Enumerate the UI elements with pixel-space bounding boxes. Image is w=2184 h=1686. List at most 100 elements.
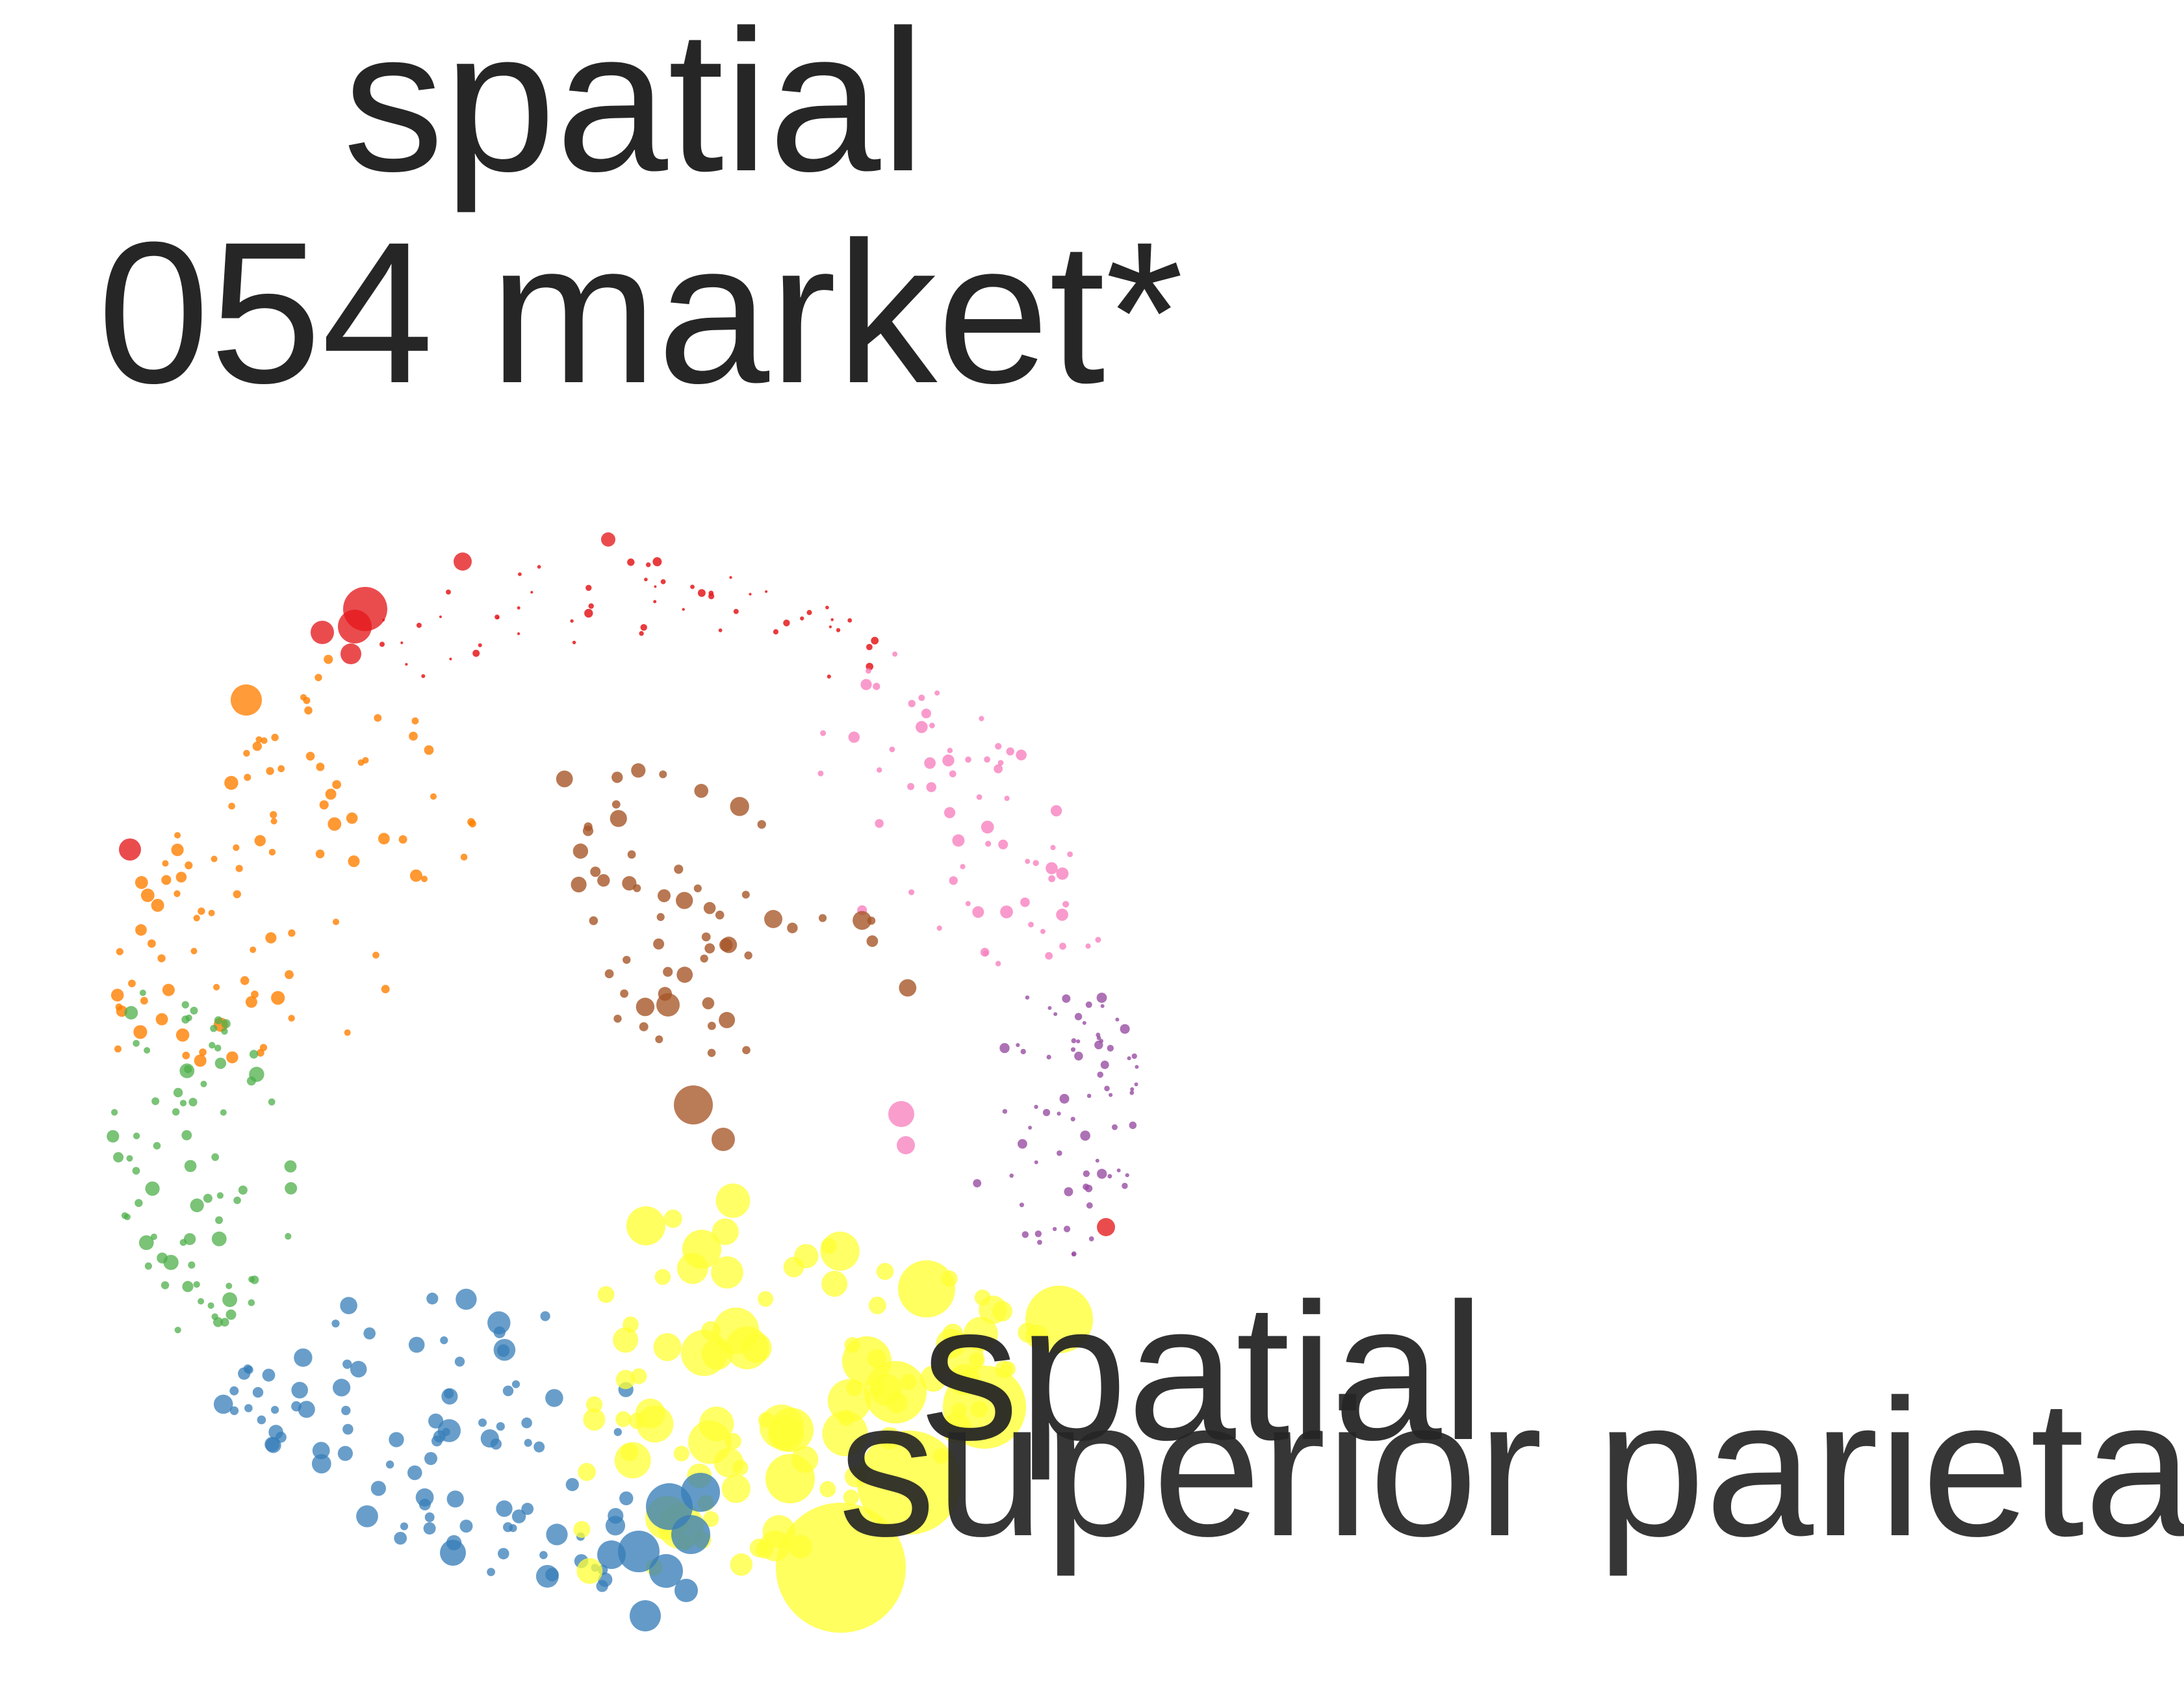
node-red [530, 591, 533, 594]
node-hub [681, 1473, 720, 1512]
node-green [181, 1015, 190, 1024]
node-orange [140, 888, 155, 902]
node-blue [415, 1488, 434, 1507]
node-yellow [636, 1405, 674, 1443]
node-red [729, 576, 732, 579]
node-yellow [822, 1410, 868, 1457]
node-blue [521, 1503, 534, 1515]
node-orange [213, 983, 220, 991]
node-brown [627, 850, 636, 859]
node-pink [860, 679, 872, 690]
node-hub [776, 1503, 906, 1633]
node-yellow [721, 1474, 751, 1503]
node-pink [1020, 897, 1030, 907]
node-orange [409, 869, 422, 882]
node-brown [653, 938, 665, 950]
node-green [174, 1327, 181, 1334]
node-orange [190, 948, 198, 955]
node-pink [907, 783, 915, 790]
node-orange [235, 864, 243, 872]
node-yellow [821, 1271, 848, 1297]
node-orange [174, 832, 181, 839]
node-brown [590, 866, 601, 877]
node-green [198, 1298, 205, 1305]
node-orange [319, 800, 329, 810]
node-purple [1085, 1001, 1092, 1008]
node-green [216, 1192, 224, 1199]
node-yellow [827, 1379, 871, 1423]
node-orange [175, 1028, 190, 1042]
node-blue [400, 1522, 409, 1531]
node-red [733, 608, 739, 614]
node-green [163, 1254, 179, 1271]
node-brown [676, 892, 693, 909]
node-orange [271, 733, 279, 742]
node-pink [889, 746, 895, 753]
node-blue [598, 1572, 613, 1587]
node-pink [995, 961, 1001, 966]
node-orange [381, 985, 390, 994]
node-green [211, 1153, 220, 1161]
node-purple [1129, 1121, 1137, 1130]
node-pink [817, 770, 824, 777]
node-orange [421, 875, 428, 883]
node-blue [213, 1394, 233, 1414]
node-purple [1053, 1012, 1058, 1017]
node-purple [1034, 1104, 1038, 1109]
node-blue [502, 1385, 514, 1397]
node-blue [408, 1336, 425, 1353]
node-red [639, 630, 644, 636]
node-blue [540, 1311, 550, 1321]
node-hub [340, 643, 361, 664]
node-brown [703, 901, 716, 914]
node-pink [985, 840, 992, 847]
node-green [153, 1142, 161, 1150]
node-green [184, 1065, 192, 1074]
node-blue [291, 1401, 302, 1412]
node-pink [926, 782, 936, 792]
node-blue [389, 1432, 404, 1447]
node-purple [973, 1179, 982, 1187]
node-blue [511, 1509, 526, 1524]
node-green [200, 1080, 207, 1087]
node-hub [888, 1101, 914, 1127]
node-yellow [615, 1411, 632, 1427]
node-green [133, 1132, 140, 1139]
node-orange [245, 996, 257, 1008]
node-brown [663, 966, 673, 977]
node-brown [715, 911, 725, 920]
node-pink [1050, 805, 1062, 817]
node-purple [1086, 1093, 1092, 1098]
node-orange [155, 1013, 168, 1026]
node-orange [333, 918, 339, 926]
node-green [135, 1199, 143, 1208]
node-pink [965, 901, 971, 907]
node-orange [344, 1029, 351, 1036]
node-pink [873, 682, 880, 690]
node-red [517, 606, 520, 610]
node-orange [254, 835, 266, 847]
node-green [214, 1044, 222, 1052]
node-yellow [843, 1489, 859, 1505]
node-blue [394, 1531, 407, 1545]
node-orange [332, 780, 341, 789]
node-purple [1130, 1087, 1135, 1091]
node-red [652, 557, 662, 567]
node-yellow [663, 1210, 682, 1228]
node-blue [407, 1465, 422, 1481]
node-yellow [681, 1329, 728, 1377]
node-purple [1016, 1043, 1020, 1047]
node-orange [211, 855, 218, 862]
node-orange [224, 775, 238, 790]
node-blue [311, 1454, 331, 1474]
node-red [421, 674, 426, 679]
node-yellow [974, 1290, 991, 1306]
node-green [225, 1309, 237, 1320]
node-blue [229, 1406, 239, 1416]
node-hub [712, 1128, 735, 1151]
node-red [871, 636, 879, 645]
node-yellow [992, 1301, 1012, 1321]
node-purple [1034, 1230, 1042, 1238]
node-orange [409, 731, 418, 741]
node-blue [493, 1339, 516, 1361]
